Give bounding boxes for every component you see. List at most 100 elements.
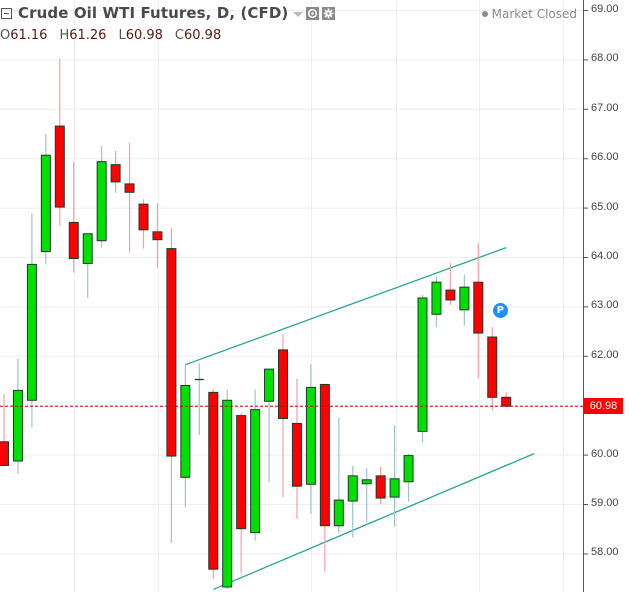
candle bbox=[250, 389, 261, 541]
candle-body bbox=[501, 396, 512, 407]
candle bbox=[0, 393, 9, 466]
candle bbox=[96, 145, 107, 248]
candle-body bbox=[278, 349, 288, 420]
price-axis-label: 67.00 bbox=[591, 101, 619, 114]
status-dot-icon bbox=[481, 11, 488, 17]
candle bbox=[333, 417, 344, 534]
price-axis-label: 60.00 bbox=[591, 447, 619, 460]
candle bbox=[389, 425, 400, 527]
candle bbox=[222, 389, 233, 589]
candle bbox=[375, 466, 386, 504]
gear-icon[interactable] bbox=[322, 6, 336, 20]
price-axis-label: 62.00 bbox=[591, 348, 619, 361]
upper-channel-trendline[interactable] bbox=[185, 247, 507, 366]
ohlc-close: C60.98 bbox=[174, 28, 222, 43]
candle-body bbox=[250, 409, 261, 534]
candle-body bbox=[473, 281, 484, 334]
candle bbox=[305, 364, 316, 514]
candle bbox=[431, 276, 442, 328]
market-status-label: Market Closed bbox=[491, 7, 577, 21]
candle-body bbox=[0, 441, 9, 466]
candle bbox=[403, 454, 414, 502]
candle-body bbox=[319, 383, 330, 527]
candle bbox=[40, 133, 51, 265]
candle-body bbox=[403, 455, 414, 483]
chart-legend: Crude Oil WTI Futures, D, (CFD) bbox=[0, 4, 336, 22]
candle bbox=[12, 358, 23, 474]
price-axis-label: 69.00 bbox=[591, 3, 619, 15]
candle bbox=[417, 295, 428, 443]
market-status: Market Closed bbox=[481, 7, 577, 21]
collapse-icon[interactable] bbox=[1, 7, 12, 19]
candle-body bbox=[110, 164, 121, 183]
candle bbox=[445, 262, 456, 305]
ohlc-high: H61.26 bbox=[59, 28, 107, 43]
candle-body bbox=[54, 125, 65, 208]
candle bbox=[138, 199, 149, 249]
candle bbox=[26, 213, 37, 428]
candle bbox=[501, 392, 512, 407]
price-axis-label: 65.00 bbox=[591, 200, 619, 213]
candle-body bbox=[180, 384, 191, 478]
candle bbox=[487, 327, 498, 411]
candle-body bbox=[417, 297, 428, 432]
trend-lines[interactable] bbox=[185, 247, 535, 591]
candle bbox=[54, 58, 65, 226]
price-axis-label: 63.00 bbox=[591, 299, 619, 312]
price-axis-label: 66.00 bbox=[591, 151, 619, 164]
candle-body bbox=[291, 422, 302, 487]
lower-channel-trendline[interactable] bbox=[212, 453, 535, 591]
candle-body bbox=[459, 286, 470, 311]
last-price-tag: 60.98 bbox=[584, 398, 623, 415]
candle-body bbox=[222, 399, 233, 588]
candle-body bbox=[152, 231, 163, 241]
candle bbox=[264, 368, 275, 483]
candle-body bbox=[389, 478, 400, 498]
ohlc-values: O61.16 H61.26 L60.98 C60.98 bbox=[0, 28, 221, 43]
candle bbox=[459, 274, 470, 326]
ohlc-open: O61.16 bbox=[0, 28, 48, 43]
candles bbox=[0, 58, 512, 589]
candle bbox=[68, 161, 79, 273]
candle-body bbox=[445, 289, 456, 301]
candle bbox=[152, 203, 163, 268]
candle bbox=[180, 365, 191, 507]
candle bbox=[473, 243, 484, 379]
candle-body bbox=[487, 336, 498, 398]
candle bbox=[194, 363, 204, 435]
candle-body bbox=[264, 368, 275, 402]
eye-icon[interactable] bbox=[306, 6, 320, 20]
candle-body bbox=[305, 386, 316, 485]
candle-body bbox=[124, 183, 135, 193]
price-axis-label: 64.00 bbox=[591, 250, 619, 262]
price-axis-label: 59.00 bbox=[591, 497, 619, 509]
candle bbox=[124, 142, 135, 253]
price-axis-label: 68.00 bbox=[591, 52, 619, 65]
candle bbox=[319, 383, 330, 572]
candle bbox=[347, 465, 358, 538]
candle bbox=[110, 150, 121, 193]
candle-body bbox=[12, 389, 23, 462]
candle-body bbox=[375, 475, 386, 499]
candle-body bbox=[333, 499, 344, 527]
candle-body bbox=[68, 221, 79, 259]
p-badge-icon[interactable]: P bbox=[492, 303, 508, 319]
candle-body bbox=[26, 263, 37, 401]
candle-body bbox=[361, 479, 372, 485]
candle-body bbox=[431, 281, 442, 315]
candle bbox=[208, 389, 219, 580]
candle bbox=[166, 227, 177, 544]
candle-body bbox=[138, 203, 149, 231]
candle bbox=[82, 233, 93, 299]
candle-body bbox=[40, 154, 51, 253]
candle bbox=[291, 378, 302, 519]
price-axis-label: 58.00 bbox=[591, 546, 619, 559]
chevron-down-icon[interactable] bbox=[293, 11, 304, 17]
candle bbox=[278, 334, 288, 498]
candle-body bbox=[347, 475, 358, 502]
candle-body bbox=[166, 248, 177, 457]
symbol-title[interactable]: Crude Oil WTI Futures, D, (CFD) bbox=[18, 4, 289, 22]
candle bbox=[236, 412, 247, 573]
candle-body bbox=[82, 233, 93, 264]
